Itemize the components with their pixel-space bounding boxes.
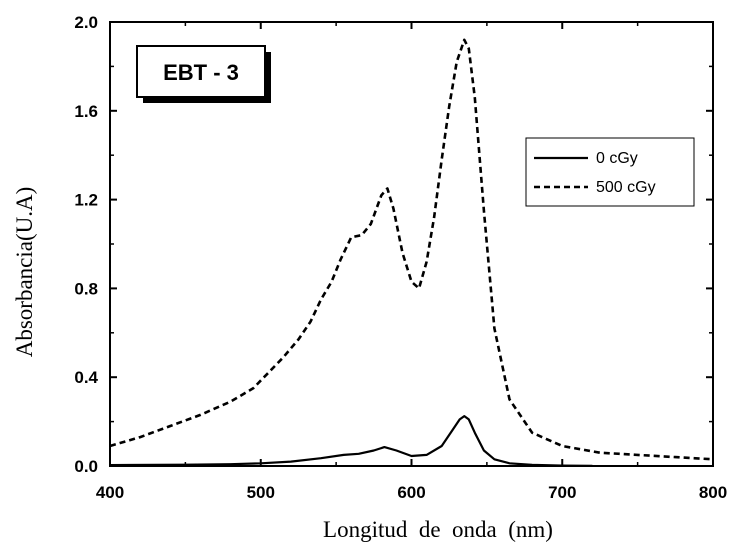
- y-axis-title: Absorbancia(U.A): [12, 187, 37, 358]
- y-tick-label: 1.6: [74, 102, 98, 121]
- annotation-box: [136, 45, 266, 98]
- chart-annotation: EBT - 3: [136, 45, 271, 103]
- x-tick-label: 700: [548, 483, 576, 502]
- y-axis: 0.0 0.4 0.8 1.2 1.6 2.0: [74, 13, 713, 476]
- x-axis-title: Longitud de onda (nm): [323, 517, 553, 542]
- y-tick-label: 0.0: [74, 457, 98, 476]
- x-tick-label: 600: [397, 483, 425, 502]
- legend-label-0: 0 cGy: [596, 150, 638, 167]
- legend-label-1: 500 cGy: [596, 179, 656, 196]
- y-tick-label: 0.4: [74, 368, 98, 387]
- x-tick-label: 800: [699, 483, 727, 502]
- x-axis: 400 500 600 700 800: [96, 22, 727, 502]
- series-layer: [109, 38, 714, 467]
- legend-box: [525, 137, 695, 207]
- y-tick-label: 0.8: [74, 279, 98, 298]
- y-tick-label: 2.0: [74, 13, 98, 32]
- series-line-0: [109, 415, 593, 467]
- x-tick-label: 500: [247, 483, 275, 502]
- annotation-label: EBT - 3: [163, 60, 239, 85]
- legend: 0 cGy 500 cGy: [525, 137, 695, 207]
- y-tick-label: 1.2: [74, 191, 98, 210]
- x-tick-label: 400: [96, 483, 124, 502]
- series-line-1: [109, 38, 714, 461]
